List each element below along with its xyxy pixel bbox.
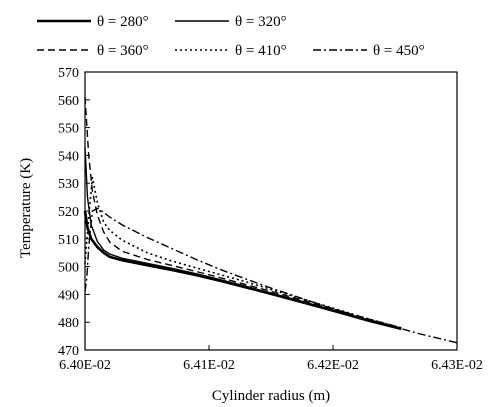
legend-label: θ = 360° — [97, 43, 149, 59]
y-tick-label: 540 — [58, 149, 79, 164]
y-tick-label: 530 — [58, 177, 79, 192]
y-tick-label: 470 — [58, 344, 79, 359]
y-tick-label: 480 — [58, 316, 79, 331]
y-tick-label: 510 — [58, 233, 79, 248]
y-tick-label: 500 — [58, 261, 79, 276]
x-tick-label: 6.40E-02 — [59, 358, 111, 373]
legend: θ = 280° θ = 320° θ = 360° θ = 410° θ = 450° — [37, 14, 425, 59]
series-line — [84, 207, 458, 344]
series-line — [83, 210, 402, 331]
legend-label: θ = 450° — [373, 43, 425, 59]
series-line — [84, 176, 402, 329]
legend-label: θ = 320° — [235, 14, 287, 30]
axes: 470 480 490 500 510 520 530 540 550 560 570 6.40E-0… — [58, 66, 483, 373]
x-axis-title: Cylinder radius (m) — [212, 388, 330, 404]
y-tick-label: 520 — [58, 205, 79, 220]
plot-area — [83, 96, 458, 344]
y-tick-label: 560 — [58, 94, 79, 109]
y-tick-label: 550 — [58, 122, 79, 137]
y-axis-title: Temperature (K) — [18, 158, 34, 258]
y-tick-label: 570 — [58, 66, 79, 81]
legend-label: θ = 410° — [235, 43, 287, 59]
y-tick-label: 490 — [58, 288, 79, 303]
series-line — [84, 147, 402, 329]
x-tick-label: 6.41E-02 — [183, 358, 235, 373]
legend-label: θ = 280° — [97, 14, 149, 30]
plot-frame — [84, 71, 458, 351]
series-line — [84, 96, 402, 329]
x-tick-label: 6.43E-02 — [431, 358, 483, 373]
x-tick-label: 6.42E-02 — [307, 358, 359, 373]
